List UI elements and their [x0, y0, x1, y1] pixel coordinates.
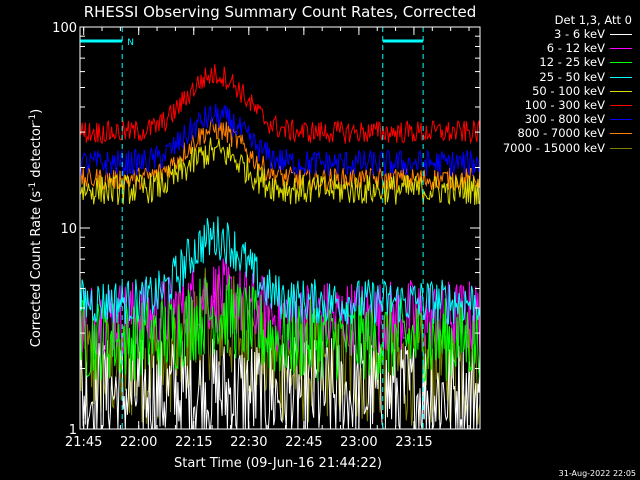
legend-item: 7000 - 15000 keV [503, 141, 632, 155]
legend: Det 1,3, Att 0 3 - 6 keV 6 - 12 keV 12 - 2… [480, 0, 640, 155]
x-tick-label: 23:00 [340, 435, 377, 450]
series-line [79, 64, 481, 145]
y-tick-label: 1 [69, 423, 77, 438]
y-tick-label: 100 [52, 21, 77, 36]
legend-item: 800 - 7000 keV [517, 126, 632, 140]
legend-label: 6 - 12 keV [546, 41, 605, 56]
x-axis-label: Start Time (09-Jun-16 21:44:22) [174, 456, 382, 471]
legend-swatch [610, 34, 632, 35]
legend-swatch [610, 133, 632, 135]
legend-swatch [610, 48, 632, 50]
legend-swatch [610, 105, 632, 106]
legend-label: 12 - 25 keV [539, 55, 605, 70]
x-tick-label: 22:15 [175, 435, 212, 450]
data-layer [79, 64, 481, 430]
y-axis-label-main: Corrected Count Rate (s [29, 191, 44, 348]
x-tick-label: 22:00 [120, 435, 157, 450]
y-tick-label: 10 [60, 222, 77, 237]
series-line [79, 274, 481, 383]
series-line [79, 103, 481, 177]
legend-item: 12 - 25 keV [539, 55, 632, 69]
legend-label: 7000 - 15000 keV [502, 140, 605, 155]
legend-label: 50 - 100 keV [532, 83, 605, 98]
x-tick-label: 22:45 [285, 435, 322, 450]
legend-swatch [610, 147, 632, 149]
legend-label: 800 - 7000 keV [517, 126, 605, 141]
legend-label: 100 - 300 keV [524, 98, 605, 112]
legend-item: 3 - 6 keV [554, 27, 632, 41]
legend-item: 100 - 300 keV [525, 98, 632, 112]
x-tick-label: 22:30 [230, 435, 267, 450]
legend-title: Det 1,3, Att 0 [554, 13, 632, 27]
axes: 21:45 22:00 22:15 22:30 22:45 23:00 23:15 1 10 10… [52, 21, 480, 450]
footer-timestamp: 31-Aug-2022 22:05 [559, 469, 636, 478]
x-tick-label: 21:45 [65, 435, 102, 450]
y-axis-label-sup2: -1 [28, 114, 38, 123]
legend-label: 3 - 6 keV [554, 27, 605, 41]
legend-swatch [610, 62, 632, 64]
legend-label: 300 - 800 keV [524, 112, 605, 127]
series-line [79, 336, 481, 430]
legend-item: 50 - 100 keV [532, 84, 632, 98]
series-line [79, 137, 481, 206]
x-tick-label: 23:15 [395, 435, 432, 450]
night-flag-label: N [127, 38, 134, 48]
y-axis-label-end: ) [29, 109, 44, 114]
chart-title: RHESSI Observing Summary Count Rates, Co… [84, 3, 477, 21]
series-line [79, 258, 481, 357]
legend-item: 6 - 12 keV [547, 41, 632, 55]
legend-item: 25 - 50 keV [539, 70, 632, 84]
y-axis-label-sup1: -1 [28, 182, 38, 191]
y-axis-label: Corrected Count Rate (s-1 detector-1) [28, 109, 44, 347]
y-axis-label-mid: detector [29, 122, 44, 182]
legend-swatch [610, 90, 632, 92]
night-bars: N [80, 27, 424, 429]
legend-label: 25 - 50 keV [539, 69, 605, 84]
legend-swatch [610, 119, 632, 121]
legend-item: 300 - 800 keV [525, 112, 632, 126]
series-line [79, 216, 481, 325]
legend-swatch [610, 76, 632, 78]
